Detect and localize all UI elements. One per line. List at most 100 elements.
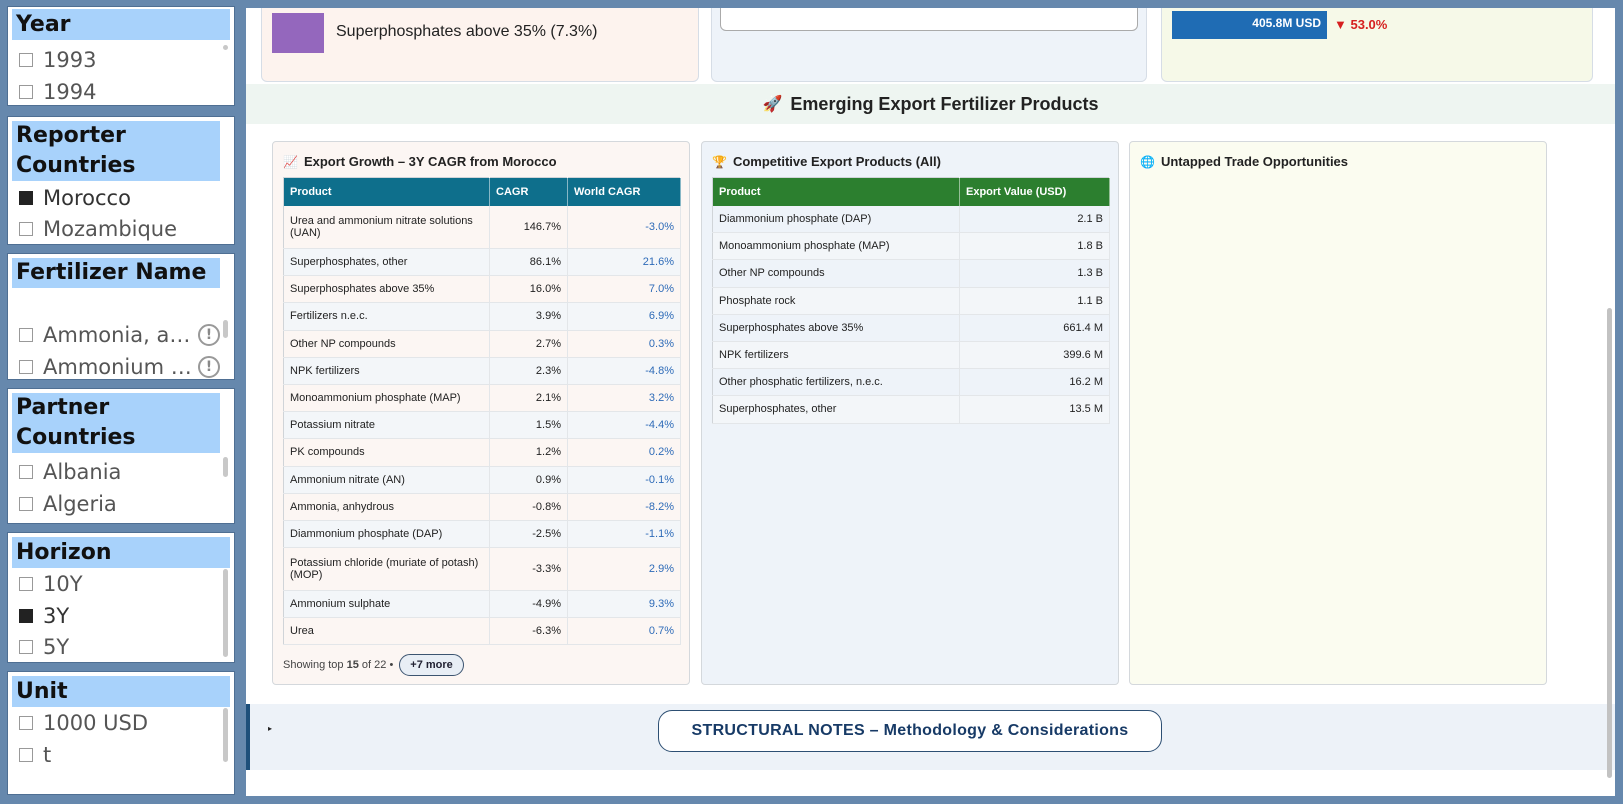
table-row[interactable]: Urea and ammonium nitrate solutions (UAN… bbox=[283, 205, 681, 249]
product-cell: Potassium chloride (muriate of potash) (… bbox=[283, 547, 490, 592]
cagr-cell: 146.7% bbox=[489, 205, 568, 249]
table-row[interactable]: NPK fertilizers 2.3% -4.8% bbox=[283, 357, 681, 385]
report-canvas: Superphosphates above 35% (7.3%) 405.8M … bbox=[246, 8, 1615, 796]
table-row[interactable]: Monoammonium phosphate (MAP) 2.1% 3.2% bbox=[283, 384, 681, 413]
structural-notes-button[interactable]: STRUCTURAL NOTES – Methodology & Conside… bbox=[658, 710, 1162, 752]
product-cell: Superphosphates above 35% bbox=[712, 314, 960, 342]
column-header[interactable]: Product bbox=[283, 177, 490, 206]
world-cagr-cell: -4.4% bbox=[567, 411, 681, 440]
checkbox-icon[interactable] bbox=[19, 222, 33, 236]
structural-notes-section: ▸ STRUCTURAL NOTES – Methodology & Consi… bbox=[246, 704, 1615, 770]
product-cell: Other NP compounds bbox=[712, 259, 960, 288]
column-header[interactable]: World CAGR bbox=[567, 177, 681, 206]
product-cell: Potassium nitrate bbox=[283, 411, 490, 440]
slicer-item-10y[interactable]: 10Y bbox=[13, 569, 220, 599]
slicer-item-5y[interactable]: 5Y bbox=[13, 632, 220, 662]
trophy-icon: 🏆 bbox=[712, 154, 727, 169]
table-row[interactable]: Other NP compounds 2.7% 0.3% bbox=[283, 330, 681, 358]
checkbox-icon[interactable] bbox=[19, 360, 33, 374]
slicer-title: Unit bbox=[12, 676, 230, 707]
slicer-title: Horizon bbox=[12, 537, 230, 568]
checkbox-icon[interactable] bbox=[19, 85, 33, 99]
scrollbar[interactable] bbox=[223, 45, 228, 50]
export-value-cell: 1.8 B bbox=[959, 232, 1110, 261]
column-header[interactable]: Export Value (USD) bbox=[959, 177, 1110, 206]
column-header[interactable]: CAGR bbox=[489, 177, 568, 206]
table-row[interactable]: NPK fertilizers 399.6 M bbox=[712, 341, 1110, 370]
slicer-item-1994[interactable]: 1994 bbox=[13, 77, 220, 105]
scrollbar[interactable] bbox=[223, 708, 228, 762]
slicer-item-morocco[interactable]: Morocco bbox=[13, 183, 220, 213]
checkbox-checked-icon[interactable] bbox=[19, 609, 33, 623]
checkbox-icon[interactable] bbox=[19, 748, 33, 762]
table-row[interactable]: Urea -6.3% 0.7% bbox=[283, 617, 681, 646]
scrollbar[interactable] bbox=[1607, 308, 1612, 778]
input-box[interactable] bbox=[720, 8, 1138, 31]
table-row[interactable]: Ammonia, anhydrous -0.8% -8.2% bbox=[283, 493, 681, 521]
checkbox-icon[interactable] bbox=[19, 328, 33, 342]
product-cell: PK compounds bbox=[283, 438, 490, 467]
world-cagr-cell: -4.8% bbox=[567, 357, 681, 385]
slicer-item-ammonium[interactable]: Ammonium n...! bbox=[13, 352, 220, 379]
table-row[interactable]: Potassium nitrate 1.5% -4.4% bbox=[283, 411, 681, 440]
checkbox-icon[interactable] bbox=[19, 465, 33, 479]
scrollbar[interactable] bbox=[223, 569, 228, 657]
column-header[interactable]: Product bbox=[712, 177, 960, 206]
table-row[interactable]: Superphosphates above 35% 661.4 M bbox=[712, 314, 1110, 342]
world-cagr-cell: 6.9% bbox=[567, 302, 681, 331]
checkbox-icon[interactable] bbox=[19, 640, 33, 654]
world-cagr-cell: -3.0% bbox=[567, 205, 681, 249]
warning-icon[interactable]: ! bbox=[198, 356, 220, 378]
slicer-item-1000-usd[interactable]: 1000 USD bbox=[13, 708, 220, 738]
table-row[interactable]: Ammonium nitrate (AN) 0.9% -0.1% bbox=[283, 466, 681, 494]
product-cell: Ammonium nitrate (AN) bbox=[283, 466, 490, 494]
table-row[interactable]: Superphosphates, other 86.1% 21.6% bbox=[283, 248, 681, 277]
table-row[interactable]: Superphosphates above 35% 16.0% 7.0% bbox=[283, 275, 681, 304]
scrollbar[interactable] bbox=[223, 320, 228, 338]
cagr-cell: 1.5% bbox=[489, 411, 568, 440]
slicer-item-3y[interactable]: 3Y bbox=[13, 601, 220, 631]
untapped-opportunities-panel: 🌐 Untapped Trade Opportunities bbox=[1129, 141, 1547, 685]
table-row[interactable]: Other NP compounds 1.3 B bbox=[712, 259, 1110, 288]
table-row[interactable]: Diammonium phosphate (DAP) -2.5% -1.1% bbox=[283, 520, 681, 549]
world-cagr-cell: 0.3% bbox=[567, 330, 681, 358]
globe-icon: 🌐 bbox=[1140, 154, 1155, 169]
table-row[interactable]: Superphosphates, other 13.5 M bbox=[712, 395, 1110, 424]
world-cagr-cell: 0.7% bbox=[567, 617, 681, 646]
slicer-item-1993[interactable]: 1993 bbox=[13, 45, 220, 75]
table-row[interactable]: Other phosphatic fertilizers, n.e.c. 16.2… bbox=[712, 368, 1110, 397]
slicer-item-mozambique[interactable]: Mozambique bbox=[13, 214, 220, 244]
horizon-slicer: Horizon 10Y 3Y 5Y bbox=[7, 532, 235, 663]
scrollbar[interactable] bbox=[223, 457, 228, 477]
panel-title: 🌐 Untapped Trade Opportunities bbox=[1140, 154, 1349, 169]
reporter-countries-slicer: Reporter Countries Morocco Mozambique bbox=[7, 116, 235, 245]
checkbox-icon[interactable] bbox=[19, 53, 33, 67]
checkbox-icon[interactable] bbox=[19, 716, 33, 730]
unit-slicer: Unit 1000 USD t bbox=[7, 671, 235, 795]
show-more-button[interactable]: +7 more bbox=[399, 654, 464, 676]
slicer-item-ammonia[interactable]: Ammonia, an...! bbox=[13, 320, 220, 350]
warning-icon[interactable]: ! bbox=[198, 324, 220, 346]
table-row[interactable]: Potassium chloride (muriate of potash) (… bbox=[283, 547, 681, 592]
table-row[interactable]: Diammonium phosphate (DAP) 2.1 B bbox=[712, 205, 1110, 234]
cagr-cell: 2.3% bbox=[489, 357, 568, 385]
value-bar: 405.8M USD bbox=[1172, 11, 1327, 39]
section-header: 🚀 Emerging Export Fertilizer Products bbox=[246, 84, 1615, 124]
slicer-item-algeria[interactable]: Algeria bbox=[13, 489, 220, 519]
cagr-cell: 0.9% bbox=[489, 466, 568, 494]
expand-caret-icon[interactable]: ▸ bbox=[268, 724, 273, 733]
checkbox-checked-icon[interactable] bbox=[19, 191, 33, 205]
product-cell: NPK fertilizers bbox=[712, 341, 960, 370]
export-value-cell: 661.4 M bbox=[959, 314, 1110, 342]
table-row[interactable]: Monoammonium phosphate (MAP) 1.8 B bbox=[712, 232, 1110, 261]
world-cagr-cell: -8.2% bbox=[567, 493, 681, 521]
slicer-item-t[interactable]: t bbox=[13, 740, 220, 770]
checkbox-icon[interactable] bbox=[19, 497, 33, 511]
table-row[interactable]: Phosphate rock 1.1 B bbox=[712, 287, 1110, 315]
checkbox-icon[interactable] bbox=[19, 577, 33, 591]
table-row[interactable]: PK compounds 1.2% 0.2% bbox=[283, 438, 681, 467]
table-row[interactable]: Ammonium sulphate -4.9% 9.3% bbox=[283, 590, 681, 619]
product-cell: Monoammonium phosphate (MAP) bbox=[283, 384, 490, 413]
slicer-item-albania[interactable]: Albania bbox=[13, 457, 220, 487]
table-row[interactable]: Fertilizers n.e.c. 3.9% 6.9% bbox=[283, 302, 681, 331]
